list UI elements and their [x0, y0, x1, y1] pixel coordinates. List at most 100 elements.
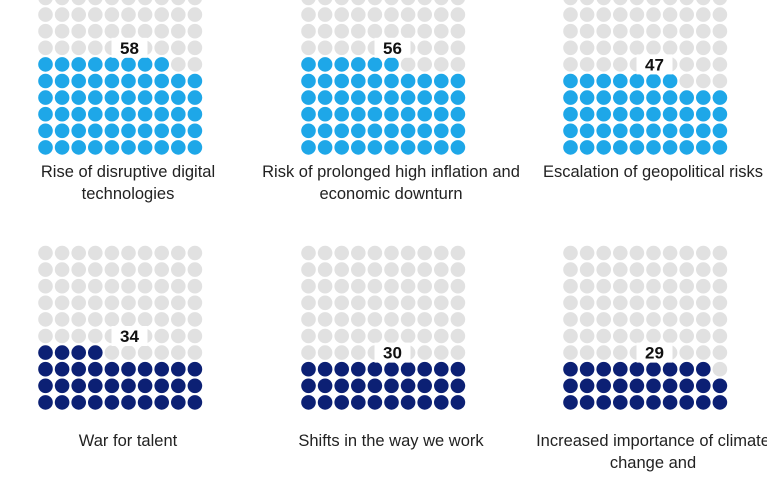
waffle-dot-empty — [334, 0, 349, 6]
waffle-dot-empty — [596, 40, 611, 56]
waffle-dot-empty — [434, 312, 449, 327]
waffle-dot-empty — [417, 328, 432, 344]
waffle-dot-filled — [417, 106, 432, 122]
waffle-dot-empty — [121, 7, 136, 22]
waffle-dot-filled — [137, 361, 153, 377]
waffle-dot-empty — [712, 328, 728, 344]
waffle-dot-empty — [417, 345, 432, 360]
waffle-dot-empty — [712, 345, 728, 360]
waffle-dot-filled — [662, 90, 678, 105]
waffle-dot-empty — [137, 312, 153, 327]
waffle-dot-filled — [121, 57, 136, 72]
waffle-dot-filled — [417, 73, 432, 89]
waffle-dot-empty — [712, 40, 728, 56]
waffle-dot-empty — [71, 295, 86, 311]
waffle-dot-empty — [596, 0, 611, 6]
waffle-dot-filled — [384, 395, 399, 410]
waffle-dot-filled — [563, 106, 578, 122]
waffle-dot-empty — [417, 0, 432, 6]
waffle-dot-empty — [154, 278, 169, 294]
waffle-dot-filled — [137, 106, 153, 122]
waffle-dot-filled — [137, 140, 153, 155]
waffle-dot-empty — [317, 262, 333, 277]
waffle-dot-empty — [187, 278, 203, 294]
waffle-dot-empty — [662, 245, 678, 261]
waffle-dot-empty — [104, 278, 120, 294]
waffle-dot-filled — [563, 361, 578, 377]
waffle-dot-filled — [187, 106, 203, 122]
waffle-dot-empty — [171, 40, 186, 56]
waffle-dot-empty — [88, 262, 103, 277]
waffle-dot-empty — [696, 40, 711, 56]
waffle-dot-filled — [334, 140, 349, 155]
waffle-dot-empty — [154, 295, 169, 311]
waffle-dot-empty — [351, 328, 366, 344]
waffle-dot-filled — [334, 361, 349, 377]
waffle-dot-filled — [417, 123, 432, 139]
waffle-dot-filled — [351, 90, 366, 105]
waffle-dot-empty — [317, 40, 333, 56]
waffle-dot-filled — [646, 378, 661, 394]
waffle-dot-empty — [450, 328, 466, 344]
waffle-dot-filled — [334, 378, 349, 394]
waffle-dot-empty — [646, 295, 661, 311]
waffle-dot-empty — [579, 278, 595, 294]
waffle-dot-filled — [400, 361, 416, 377]
waffle-dot-empty — [301, 0, 316, 6]
waffle-dot-empty — [400, 57, 416, 72]
waffle-dot-empty — [434, 23, 449, 39]
waffle-dot-empty — [187, 295, 203, 311]
waffle-dot-filled — [400, 90, 416, 105]
waffle-dot-empty — [187, 23, 203, 39]
waffle-dot-empty — [662, 23, 678, 39]
waffle-dot-empty — [450, 40, 466, 56]
waffle-dot-filled — [579, 378, 595, 394]
waffle-dot-empty — [450, 23, 466, 39]
waffle-dot-filled — [629, 123, 645, 139]
waffle-dot-filled — [171, 395, 186, 410]
waffle-dot-empty — [563, 23, 578, 39]
value-label-background — [374, 37, 411, 58]
waffle-dot-empty — [54, 23, 70, 39]
waffle-dot-empty — [401, 0, 416, 6]
waffle-dot-filled — [679, 123, 694, 139]
waffle-dot-empty — [301, 40, 316, 56]
waffle-dot-empty — [137, 262, 153, 277]
waffle-dot-filled — [334, 57, 349, 72]
waffle-dot-empty — [400, 295, 416, 311]
waffle-dot-filled — [400, 378, 416, 394]
waffle-dot-filled — [563, 395, 578, 410]
waffle-dot-empty — [71, 312, 86, 327]
waffle-dot-filled — [38, 140, 53, 155]
waffle-dot-filled — [384, 90, 399, 105]
waffle-dot-empty — [38, 7, 53, 22]
waffle-dot-filled — [154, 90, 169, 105]
waffle-dot-empty — [646, 0, 661, 6]
waffle-dot-empty — [88, 312, 103, 327]
waffle-dot-empty — [154, 312, 169, 327]
waffle-dot-filled — [579, 395, 595, 410]
waffle-dot-empty — [54, 295, 70, 311]
waffle-dot-filled — [38, 106, 53, 122]
waffle-dot-empty — [154, 0, 169, 6]
waffle-dot-filled — [54, 106, 70, 122]
waffle-dot-empty — [696, 312, 711, 327]
waffle-dot-empty — [104, 345, 120, 360]
waffle-dot-empty — [579, 245, 595, 261]
waffle-dot-empty — [88, 0, 103, 6]
waffle-dot-filled — [317, 57, 333, 72]
waffle-dot-empty — [38, 23, 53, 39]
waffle-dot-filled — [712, 123, 728, 139]
waffle-dot-empty — [367, 0, 382, 6]
waffle-dot-filled — [384, 361, 399, 377]
waffle-dot-filled — [171, 140, 186, 155]
waffle-dot-filled — [38, 378, 53, 394]
waffle-dot-empty — [579, 262, 595, 277]
waffle-dot-filled — [696, 361, 711, 377]
waffle-dot-empty — [71, 278, 86, 294]
waffle-dot-empty — [563, 345, 578, 360]
waffle-dot-empty — [417, 295, 432, 311]
waffle-dot-filled — [662, 395, 678, 410]
waffle-dot-filled — [563, 140, 578, 155]
waffle-dot-empty — [596, 262, 611, 277]
